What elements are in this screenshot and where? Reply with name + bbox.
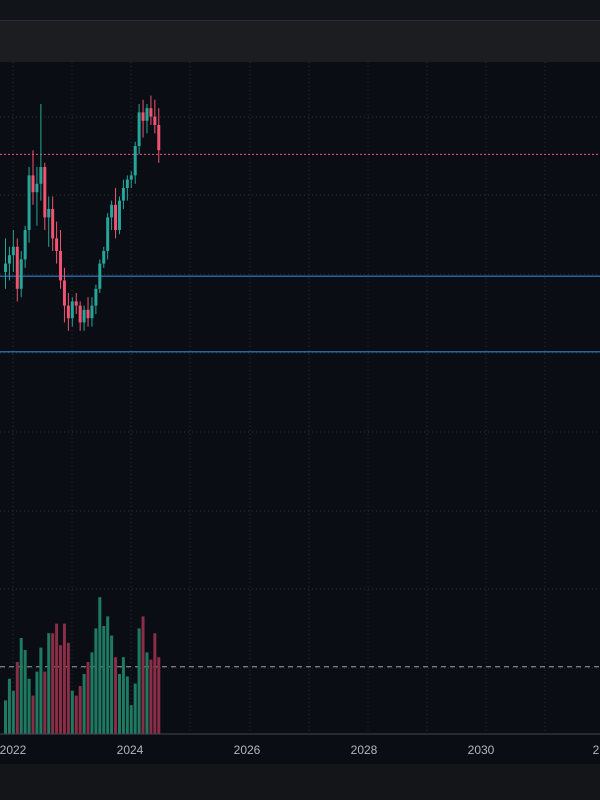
candle-body: [149, 108, 153, 117]
volume-bar: [4, 700, 7, 734]
candle-body: [39, 167, 43, 184]
volume-bar: [27, 678, 31, 734]
candle-body: [59, 251, 63, 281]
candle-body: [55, 238, 59, 251]
volume-bar: [149, 659, 153, 734]
volume-bar: [70, 690, 74, 734]
candle-body: [11, 246, 15, 256]
volume-bar: [43, 671, 47, 734]
candle-body: [27, 175, 31, 230]
time-axis-tick-label: 2030: [468, 743, 495, 757]
volume-bar: [153, 633, 157, 734]
candle-body: [35, 183, 39, 193]
volume-bar: [86, 662, 90, 734]
candle-body: [90, 305, 94, 319]
candle-body: [153, 116, 157, 125]
volume-bar: [90, 652, 94, 734]
candle-body: [7, 255, 11, 264]
volume-bar: [35, 671, 39, 734]
candle-body: [43, 167, 47, 218]
volume-bar: [78, 686, 82, 734]
bottom-toolbar: [0, 764, 600, 800]
volume-bar: [137, 628, 141, 734]
volume-bar: [110, 635, 114, 734]
candle-body: [47, 209, 51, 218]
candle-body: [23, 230, 27, 260]
candle-body: [51, 209, 55, 239]
candle-body: [94, 288, 98, 306]
volume-bar: [133, 683, 137, 734]
volume-bar: [102, 626, 106, 734]
volume-bar: [82, 674, 86, 734]
candle-body: [62, 280, 66, 306]
candle-body: [78, 305, 82, 323]
candle-body: [15, 246, 19, 289]
candle-body: [129, 175, 133, 180]
candle-body: [117, 200, 121, 230]
candle-body: [137, 112, 141, 146]
time-axis-tick-label: 2026: [234, 743, 261, 757]
candle-body: [74, 301, 78, 306]
candle-body: [98, 263, 102, 289]
volume-bar: [117, 674, 121, 734]
candlestick-series: [4, 95, 161, 331]
volume-bar: [15, 662, 19, 734]
time-axis-tick-label: 2028: [351, 743, 378, 757]
candle-body: [145, 108, 149, 121]
candle-body: [4, 263, 7, 272]
volume-bar: [31, 695, 35, 734]
volume-bar: [106, 616, 110, 734]
candle-body: [121, 188, 125, 201]
time-axis-labels: 2022 2024 2026 2028 2030 2: [0, 743, 600, 757]
candle-body: [70, 301, 74, 319]
candle-body: [110, 204, 114, 218]
volume-bar: [19, 638, 23, 734]
candle-body: [141, 112, 145, 121]
candle-body: [19, 259, 23, 289]
candle-body: [125, 179, 129, 188]
candle-body: [86, 309, 90, 319]
volume-bar: [114, 657, 118, 734]
chart-toolbar: [0, 21, 600, 62]
volume-bar: [125, 676, 129, 734]
candle-body: [66, 305, 70, 319]
volume-bar: [94, 628, 98, 734]
volume-bar: [23, 650, 27, 734]
volume-bars: [4, 597, 161, 734]
chart-plot-area[interactable]: 2022 2024 2026 2028 2030 2: [0, 62, 600, 764]
volume-bar: [141, 616, 145, 734]
volume-bar: [55, 623, 59, 734]
volume-bar: [11, 690, 15, 734]
volume-bar: [74, 695, 78, 734]
candle-body: [102, 251, 106, 264]
volume-bar: [59, 645, 63, 734]
volume-bar: [129, 705, 133, 734]
volume-bar: [47, 633, 51, 734]
volume-bar: [157, 657, 161, 734]
candle-body: [82, 309, 86, 323]
volume-bar: [98, 597, 102, 734]
volume-bar: [51, 633, 55, 734]
window-top-bar: [0, 0, 600, 21]
volume-bar: [62, 623, 66, 734]
volume-bar: [121, 657, 125, 734]
time-axis-tick-label: 2024: [117, 743, 144, 757]
price-chart[interactable]: 2022 2024 2026 2028 2030 2: [0, 62, 600, 764]
volume-bar: [145, 652, 149, 734]
candle-body: [31, 175, 35, 193]
time-axis-tick-label: 2022: [0, 743, 27, 757]
candle-body: [106, 217, 110, 251]
candle-body: [133, 146, 137, 176]
candle-body: [157, 125, 161, 151]
time-axis-tick-label: 2: [593, 743, 600, 757]
volume-bar: [39, 647, 43, 734]
candle-body: [114, 204, 118, 230]
volume-bar: [66, 642, 70, 734]
chart-background: [0, 62, 600, 764]
volume-bar: [7, 678, 11, 734]
